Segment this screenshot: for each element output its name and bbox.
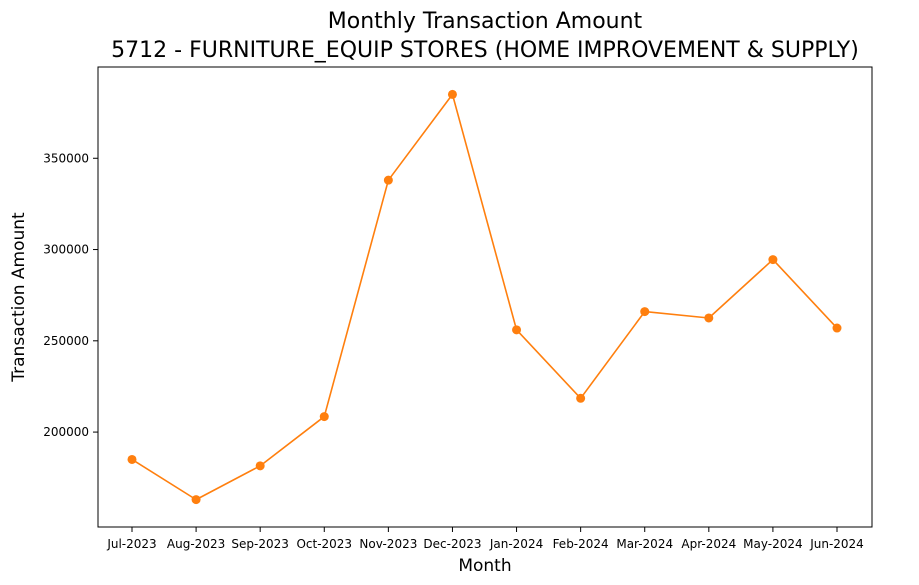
data-point-may-2024 bbox=[768, 255, 778, 265]
x-tick-label: Aug-2023 bbox=[167, 537, 225, 551]
y-tick-label: 200000 bbox=[43, 425, 89, 439]
data-point-nov-2023 bbox=[383, 175, 393, 185]
plot-area-frame bbox=[97, 66, 873, 528]
x-tick-label: Apr-2024 bbox=[681, 537, 736, 551]
data-point-oct-2023 bbox=[319, 412, 329, 422]
x-axis-label: Month bbox=[458, 556, 511, 576]
x-tick-label: Oct-2023 bbox=[296, 537, 352, 551]
data-point-jan-2024 bbox=[512, 325, 522, 335]
y-tick-label: 300000 bbox=[43, 243, 89, 257]
x-tick-label: Nov-2023 bbox=[359, 537, 417, 551]
x-tick-label: May-2024 bbox=[743, 537, 802, 551]
y-tick-label: 250000 bbox=[43, 334, 89, 348]
chart-title: Monthly Transaction Amount bbox=[328, 9, 643, 34]
data-point-jun-2024 bbox=[832, 323, 842, 333]
y-axis-label: Transaction Amount bbox=[9, 212, 29, 383]
series-layer bbox=[127, 89, 842, 505]
x-tick-label: Feb-2024 bbox=[553, 537, 609, 551]
data-point-feb-2024 bbox=[576, 393, 586, 403]
x-tick-label: Jun-2024 bbox=[809, 537, 864, 551]
data-point-aug-2023 bbox=[191, 495, 201, 505]
y-axis-ticks: 200000 250000 300000 350000 bbox=[43, 151, 98, 439]
x-tick-label: Dec-2023 bbox=[423, 537, 481, 551]
data-point-sep-2023 bbox=[255, 461, 265, 471]
y-tick-label: 350000 bbox=[43, 151, 89, 165]
series-line bbox=[131, 93, 838, 501]
x-tick-label: Sep-2023 bbox=[231, 537, 289, 551]
data-point-apr-2024 bbox=[704, 313, 714, 323]
x-tick-label: Jan-2024 bbox=[489, 537, 543, 551]
data-point-dec-2023 bbox=[447, 89, 457, 99]
data-point-mar-2024 bbox=[640, 307, 650, 317]
x-tick-label: Mar-2024 bbox=[616, 537, 673, 551]
x-axis-ticks: Jul-2023 Aug-2023 Sep-2023 Oct-2023 Nov-2023… bbox=[106, 527, 864, 551]
data-point-jul-2023 bbox=[127, 454, 137, 464]
chart-subtitle: 5712 - FURNITURE_EQUIP STORES (HOME IMPR… bbox=[111, 38, 859, 63]
x-tick-label: Jul-2023 bbox=[106, 537, 156, 551]
